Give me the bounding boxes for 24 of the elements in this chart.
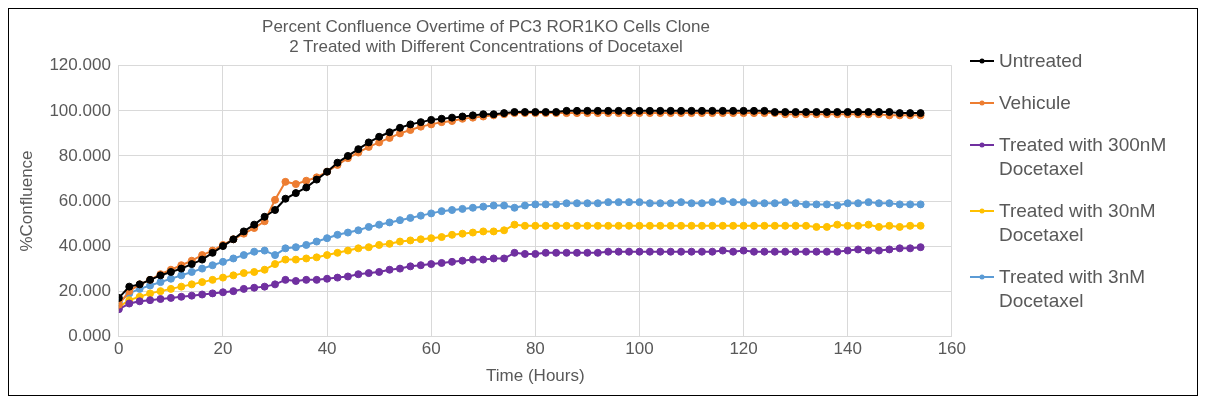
legend-label: Untreated <box>999 49 1083 73</box>
legend-label: Vehicule <box>999 91 1071 115</box>
y-tick-label: 0.000 <box>68 325 111 345</box>
x-tick-label: 160 <box>937 339 967 359</box>
x-tick-label: 140 <box>833 339 862 359</box>
y-axis-title: %Confluence <box>16 150 36 252</box>
x-tick-label: 60 <box>421 339 441 359</box>
y-tick-label: 20.000 <box>58 280 111 300</box>
legend-label: Treated with 300nM Docetaxel <box>999 133 1168 181</box>
y-tick-label: 120.000 <box>49 55 111 75</box>
x-axis-title: Time (Hours) <box>486 366 585 386</box>
x-tick-label: 100 <box>625 339 654 359</box>
x-tick-label: 20 <box>213 339 233 359</box>
legend-label: Treated with 30nM Docetaxel <box>999 199 1157 247</box>
x-tick-label: 0 <box>114 339 124 359</box>
y-tick-label: 60.000 <box>58 190 111 210</box>
chart-title: Percent Confluence Overtime of PC3 ROR1KO Cells Clone 2 Treated with Different Concentrations of Docetaxel <box>262 16 710 57</box>
x-tick-label: 80 <box>525 339 545 359</box>
y-tick-label: 100.000 <box>49 100 111 120</box>
y-tick-label: 80.000 <box>58 145 111 165</box>
x-tick-label: 40 <box>317 339 337 359</box>
y-tick-label: 40.000 <box>58 235 111 255</box>
x-tick-label: 120 <box>729 339 758 359</box>
legend-label: Treated with 3nM Docetaxel <box>999 265 1147 313</box>
